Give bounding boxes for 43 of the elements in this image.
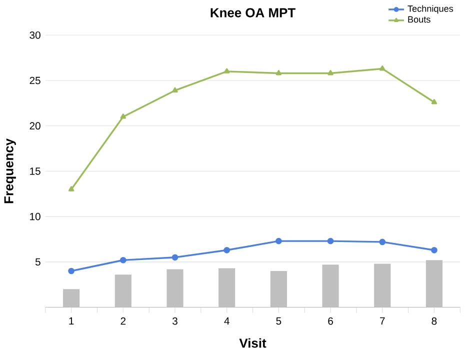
point — [431, 246, 438, 254]
x-axis-title: Visit — [239, 338, 266, 348]
point — [276, 70, 282, 76]
bar — [114, 274, 132, 308]
bar — [322, 264, 339, 308]
x-tick-label: 8 — [432, 317, 437, 325]
point — [224, 68, 230, 74]
bar — [270, 270, 287, 308]
y-tick-label: 10 — [30, 212, 40, 220]
x-tick-label: 7 — [380, 317, 385, 325]
point — [328, 70, 334, 76]
x-tick-label: 6 — [328, 317, 333, 325]
point — [120, 256, 126, 264]
bar — [218, 268, 236, 308]
point — [68, 268, 74, 274]
legend-label: Techniques — [408, 5, 454, 14]
bar — [374, 264, 391, 308]
bar — [63, 289, 80, 308]
x-tick-label: 3 — [172, 317, 178, 325]
point — [224, 246, 230, 254]
y-tick-label: 30 — [30, 31, 40, 39]
point — [431, 99, 438, 104]
y-axis-title: Frequency — [4, 138, 16, 204]
point — [120, 114, 126, 119]
point — [380, 65, 386, 71]
point — [379, 238, 386, 246]
x-tick-label: 5 — [276, 317, 282, 325]
chart-title: Knee OA MPT — [210, 8, 296, 18]
y-tick-label: 20 — [30, 122, 40, 130]
point — [172, 87, 178, 92]
point — [68, 186, 74, 192]
y-tick-label: 15 — [30, 168, 40, 175]
point — [276, 238, 282, 244]
point — [172, 254, 178, 261]
point — [327, 238, 334, 244]
x-tick-label: 4 — [224, 317, 230, 325]
x-tick-label: 2 — [120, 317, 126, 325]
bar — [166, 269, 184, 308]
y-tick-label: 5 — [35, 258, 40, 266]
bar — [426, 260, 443, 308]
x-tick-label: 1 — [69, 317, 74, 325]
y-tick-label: 25 — [30, 76, 40, 84]
legend-label: Bouts — [408, 16, 430, 23]
